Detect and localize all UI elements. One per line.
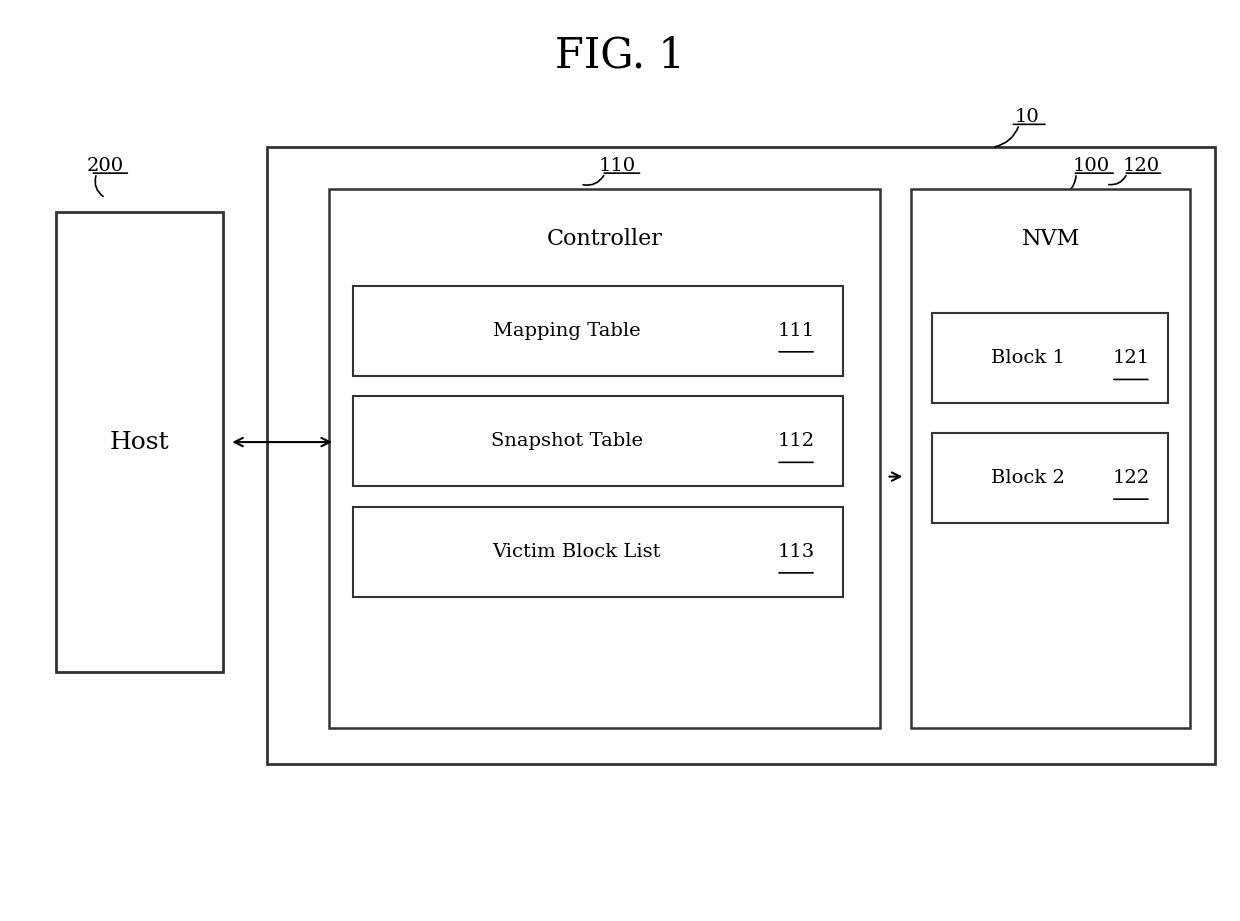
Text: 112: 112: [777, 432, 815, 450]
Text: 121: 121: [1112, 349, 1149, 367]
Text: 113: 113: [777, 542, 815, 561]
Text: 200: 200: [87, 157, 124, 175]
Text: Controller: Controller: [547, 228, 662, 251]
Bar: [353, 286, 843, 376]
Text: 100: 100: [1073, 157, 1110, 175]
Bar: [911, 189, 1190, 728]
Text: NVM: NVM: [1022, 228, 1080, 251]
Bar: [56, 212, 223, 672]
Bar: [353, 507, 843, 597]
Text: 120: 120: [1122, 157, 1159, 175]
Text: 110: 110: [599, 157, 636, 175]
Text: 111: 111: [777, 321, 815, 340]
Bar: [353, 396, 843, 486]
Text: 122: 122: [1112, 469, 1149, 487]
Text: Snapshot Table: Snapshot Table: [491, 432, 644, 450]
Text: 10: 10: [1014, 108, 1039, 126]
Bar: [932, 433, 1168, 523]
Text: Block 2: Block 2: [991, 469, 1065, 487]
Text: Block 1: Block 1: [991, 349, 1065, 367]
Text: FIG. 1: FIG. 1: [556, 34, 684, 76]
Text: Host: Host: [109, 431, 170, 453]
Bar: [267, 147, 1215, 764]
Bar: [932, 313, 1168, 403]
Text: Mapping Table: Mapping Table: [494, 321, 641, 340]
Bar: [329, 189, 880, 728]
Text: Victim Block List: Victim Block List: [492, 542, 660, 561]
